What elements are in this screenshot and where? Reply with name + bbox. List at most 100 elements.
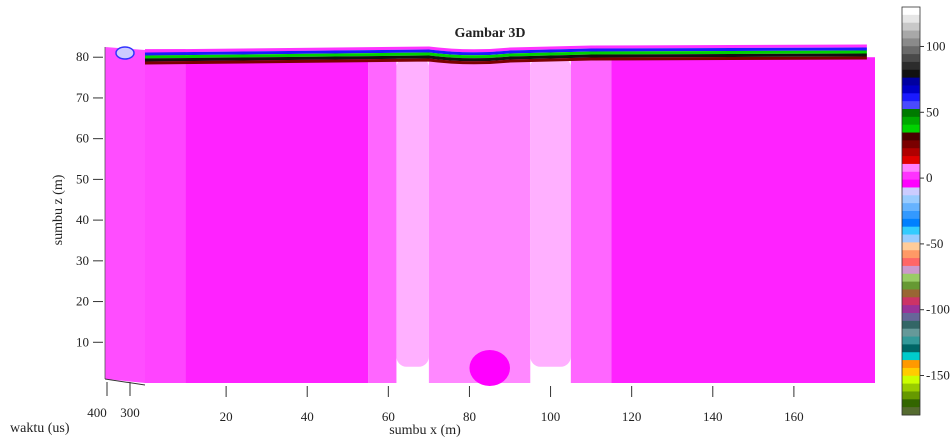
x-tick-label-160: 160 [784, 409, 804, 424]
colorbar-swatch-21 [902, 171, 920, 181]
z-tick-label-30: 30 [76, 253, 89, 268]
colorbar-swatch-25 [902, 203, 920, 212]
colorbar-swatch-27 [902, 218, 920, 228]
time-axis-label: waktu (us) [10, 421, 70, 436]
colorbar-swatch-33 [902, 265, 920, 275]
z-tick-label-60: 60 [76, 131, 89, 146]
time-axis-line [104, 378, 146, 386]
colorbar-swatch-3 [902, 30, 920, 39]
region-1 [185, 57, 369, 384]
colorbar-swatch-4 [902, 38, 920, 47]
colorbar-swatch-49 [902, 391, 920, 400]
colorbar-swatch-8 [902, 69, 920, 79]
colorbar-swatch-24 [902, 195, 920, 204]
colorbar-swatch-2 [902, 22, 920, 31]
colorbar-swatch-41 [902, 328, 920, 337]
surface-band-3 [144, 53, 867, 62]
colorbar-swatch-16 [902, 132, 920, 141]
depth-face [105, 47, 145, 383]
colorbar-swatch-0 [902, 7, 920, 16]
region-7 [611, 57, 875, 384]
colorbar-swatch-30 [902, 242, 920, 251]
colorbar-swatch-17 [902, 140, 920, 149]
time-tick-label-300: 300 [120, 405, 140, 420]
time-tick-label-400: 400 [87, 405, 107, 420]
x-axis-label: sumbu x (m) [389, 423, 461, 438]
x-tick-label-40: 40 [301, 409, 314, 424]
colorbar-swatch-39 [902, 313, 920, 322]
colorbar-swatch-14 [902, 116, 920, 126]
time-axis: 400 300 [87, 378, 146, 420]
x-tick-label-80: 80 [463, 409, 476, 424]
colorbar-tick-label-3: -50 [926, 236, 943, 251]
colorbar-swatch-38 [902, 305, 920, 314]
colorbar-swatch-45 [902, 360, 920, 369]
colorbar-swatch-19 [902, 156, 920, 165]
x-tick-label-140: 140 [703, 409, 723, 424]
x-tick-label-60: 60 [382, 409, 395, 424]
colorbar-swatch-37 [902, 297, 920, 306]
region-3 [396, 57, 429, 367]
colorbar-swatch-35 [902, 281, 920, 290]
colorbar-swatch-32 [902, 258, 920, 267]
colorbar-swatch-28 [902, 226, 920, 235]
colorbar-swatch-20 [902, 163, 920, 173]
colorbar-swatch-50 [902, 399, 920, 408]
colorbar-tick-label-1: 50 [926, 104, 939, 119]
chart-title: Gambar 3D [455, 26, 526, 41]
colorbar-swatch-43 [902, 344, 920, 353]
colorbar-swatch-34 [902, 273, 920, 283]
surface-band-2 [144, 50, 867, 59]
colorbar: 100 50 0 -50 -100 -150 [901, 6, 950, 416]
z-tick-label-50: 50 [76, 171, 89, 186]
z-axis-label: sumbu z (m) [51, 174, 66, 245]
surface-band-0 [144, 44, 867, 53]
colorbar-swatch-9 [902, 77, 920, 86]
x-tick-label-100: 100 [541, 409, 561, 424]
region-5 [530, 57, 571, 367]
colorbar-swatch-29 [902, 234, 920, 243]
colorbar-swatch-51 [902, 407, 920, 416]
z-tick-label-20: 20 [76, 294, 89, 309]
colorbar-swatch-44 [902, 352, 920, 361]
colorbar-swatch-13 [902, 109, 920, 118]
colorbar-swatch-15 [902, 124, 920, 133]
colorbar-swatch-42 [902, 336, 920, 345]
surface-band-4 [144, 56, 867, 65]
z-tick-label-80: 80 [76, 49, 89, 64]
colorbar-swatch-40 [902, 320, 920, 330]
x-tick-label-20: 20 [220, 409, 233, 424]
colorbar-swatch-6 [902, 54, 920, 63]
colorbar-swatch-26 [902, 211, 920, 220]
colorbar-swatch-48 [902, 383, 920, 392]
region-2 [368, 57, 397, 384]
z-axis: 10 20 30 40 50 60 70 80 [76, 47, 106, 379]
colorbar-tick-label-4: -100 [926, 302, 950, 317]
colorbar-swatch-36 [902, 289, 920, 298]
x-axis: 20 40 60 80 100 120 140 160 [220, 386, 804, 424]
colorbar-swatch-22 [902, 179, 920, 188]
colorbar-swatch-7 [902, 61, 920, 71]
region-4 [428, 57, 531, 384]
z-tick-label-70: 70 [76, 90, 89, 105]
colorbar-tick-label-5: -150 [926, 368, 950, 383]
colorbar-swatch-12 [902, 101, 920, 110]
colorbar-frame [901, 6, 921, 416]
region-6 [570, 57, 612, 384]
colorbar-swatch-18 [902, 148, 920, 157]
colorbar-tick-label-0: 100 [926, 38, 946, 53]
region-blob [469, 350, 510, 386]
colorbar-swatch-31 [902, 250, 920, 259]
plot-area [105, 44, 875, 386]
colorbar-swatch-23 [902, 187, 920, 196]
surface-band-1 [144, 47, 867, 56]
surface-feature [115, 46, 135, 60]
z-tick-label-10: 10 [76, 334, 89, 349]
colorbar-swatch-1 [902, 14, 920, 24]
colorbar-swatch-5 [902, 46, 920, 55]
region-0 [145, 49, 186, 383]
colorbar-swatch-10 [902, 85, 920, 94]
colorbar-swatch-46 [902, 367, 920, 377]
colorbar-swatch-11 [902, 93, 920, 102]
